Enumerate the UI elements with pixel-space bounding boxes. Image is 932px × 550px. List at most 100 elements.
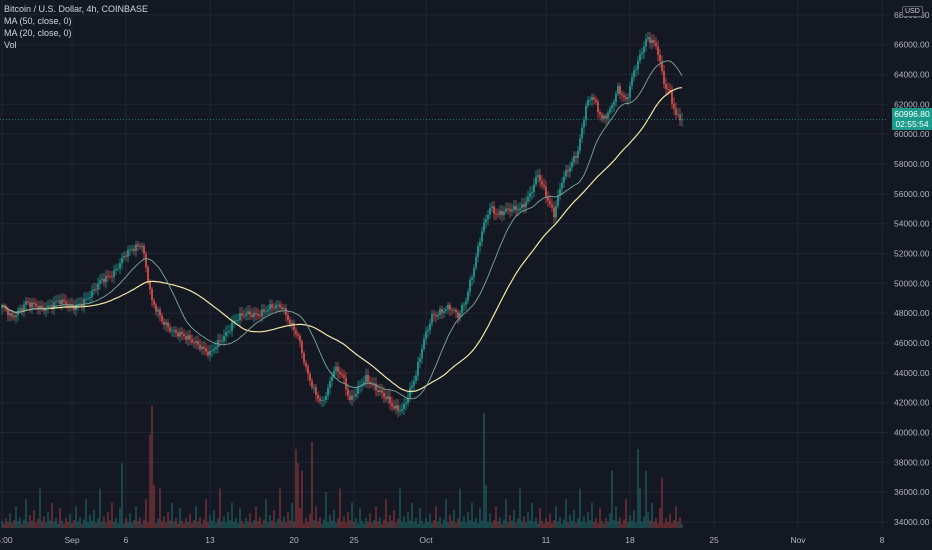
volume-bar [197, 521, 199, 528]
candle-body [173, 330, 175, 332]
ma20-legend[interactable]: MA (20, close, 0) [4, 28, 72, 38]
volume-bar [125, 517, 127, 528]
symbol-title[interactable]: Bitcoin / U.S. Dollar, 4h, COINBASE [4, 4, 149, 14]
volume-bar [609, 513, 611, 528]
volume-bar [27, 522, 29, 528]
candle-body [55, 301, 57, 303]
candle-body [237, 320, 239, 321]
volume-bar [377, 521, 379, 528]
candle-body [107, 275, 109, 277]
price-tick-label: 36000.00 [894, 487, 930, 497]
volume-bar [671, 522, 673, 528]
candle-body [307, 366, 309, 374]
volume-bar [41, 521, 43, 528]
time-tick-label: 25 [709, 535, 719, 545]
candle-body [573, 156, 575, 163]
volume-bar [487, 522, 489, 528]
volume-bar [459, 488, 461, 528]
volume-bar [463, 516, 465, 528]
volume-series [1, 405, 683, 528]
volume-bar [263, 519, 265, 528]
ma50-legend[interactable]: MA (50, close, 0) [4, 16, 72, 26]
volume-bar [585, 522, 587, 528]
volume-bar [573, 510, 575, 528]
volume-legend[interactable]: Vol [4, 40, 17, 50]
volume-bar [19, 517, 21, 528]
candle-body [1, 305, 3, 308]
candle-body [199, 344, 201, 350]
price-tick-label: 34000.00 [894, 517, 930, 527]
candle-body [539, 175, 541, 182]
time-tick-label: 25 [349, 535, 359, 545]
volume-bar [167, 512, 169, 528]
volume-bar [117, 523, 119, 528]
volume-bar [183, 523, 185, 528]
volume-bar [601, 520, 603, 528]
candle-body [421, 348, 423, 359]
volume-bar [237, 523, 239, 528]
candle-body [163, 321, 165, 325]
volume-bar [437, 521, 439, 528]
volume-bar [673, 520, 675, 528]
volume-bar [637, 448, 639, 528]
volume-bar [417, 523, 419, 528]
candle-body [255, 312, 257, 315]
candle-body [509, 208, 511, 212]
candle-body [23, 304, 25, 311]
price-axis[interactable]: 34000.00 36000.00 38000.00 40000.00 42000.00… [894, 10, 930, 527]
volume-bar [153, 484, 155, 528]
volume-bar [427, 522, 429, 528]
volume-bar [631, 520, 633, 528]
candle-body [375, 383, 377, 391]
volume-bar [523, 516, 525, 528]
volume-bar [453, 510, 455, 528]
candle-body [437, 314, 439, 317]
candle-body [109, 276, 111, 278]
candle-body [175, 330, 177, 333]
volume-bar [135, 506, 137, 528]
volume-bar [657, 523, 659, 528]
volume-bar [119, 507, 121, 528]
volume-bar [157, 518, 159, 528]
volume-bar [247, 522, 249, 528]
candle-body [325, 395, 327, 400]
candle-body [193, 342, 195, 344]
candle-body [123, 255, 125, 258]
volume-bar [313, 520, 315, 528]
candle-body [629, 85, 631, 98]
volume-bar [111, 502, 113, 528]
volume-bar [571, 520, 573, 528]
candle-body [357, 386, 359, 394]
candle-body [413, 381, 415, 386]
volume-bar [351, 502, 353, 528]
volume-bar [649, 520, 651, 528]
candle-body [441, 309, 443, 313]
volume-bar [681, 523, 683, 528]
volume-bar [475, 517, 477, 528]
volume-bar [529, 520, 531, 528]
volume-bar [439, 517, 441, 528]
candle-body [73, 306, 75, 311]
time-axis[interactable]: 15:00 Sep 6 13 20 25 Oct 11 18 25 Nov 8 [0, 535, 885, 545]
volume-bar [383, 519, 385, 528]
volume-bar [273, 510, 275, 528]
candle-body [327, 387, 329, 396]
volume-bar [71, 522, 73, 528]
volume-bar [553, 520, 555, 528]
volume-bar [595, 517, 597, 528]
volume-bar [485, 484, 487, 528]
volume-bar [483, 412, 485, 528]
candle-body [143, 245, 145, 254]
candle-body [213, 349, 215, 351]
candle-body [159, 309, 161, 316]
candle-body [567, 170, 569, 172]
volume-bar [491, 522, 493, 528]
volume-bar [267, 522, 269, 528]
candle-body [587, 100, 589, 106]
volume-bar [495, 506, 497, 528]
candle-body [227, 331, 229, 333]
volume-bar [219, 488, 221, 528]
volume-bar [355, 517, 357, 528]
currency-badge[interactable]: USD [902, 6, 923, 17]
